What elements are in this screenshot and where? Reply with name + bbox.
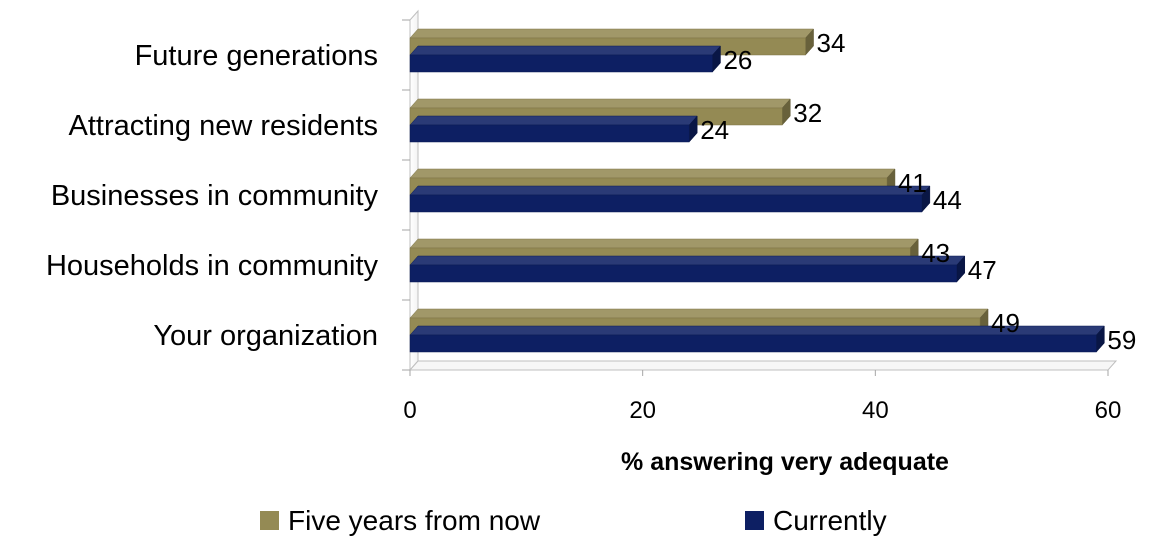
category-label: Businesses in community [51, 180, 379, 212]
legend-label: Five years from now [288, 505, 541, 536]
x-tick-label: 0 [403, 397, 416, 424]
data-label: 59 [1107, 325, 1136, 355]
bar-top-face [409, 238, 919, 249]
bar-top-face [409, 45, 722, 56]
bar-top-face [409, 28, 815, 39]
legend-swatch [260, 511, 279, 530]
data-label: 47 [968, 255, 997, 285]
bar-top-face [409, 255, 966, 266]
x-tick-label: 40 [862, 397, 889, 424]
bar-top-face [409, 98, 791, 109]
category-label: Your organization [153, 320, 378, 352]
data-label: 43 [921, 238, 950, 268]
category-label: Households in community [46, 250, 379, 282]
legend-swatch [745, 511, 764, 530]
bar-top-face [409, 168, 896, 179]
category-label: Attracting new residents [69, 110, 378, 142]
bar-currently [409, 124, 690, 143]
chart-floor [408, 360, 1118, 371]
data-label: 49 [991, 308, 1020, 338]
data-label: 24 [700, 115, 729, 145]
x-tick-label: 20 [629, 397, 656, 424]
x-tick-label: 60 [1095, 397, 1122, 424]
x-axis-title: % answering very adequate [621, 448, 949, 476]
bar-top-face [409, 308, 989, 319]
legend-label: Currently [773, 505, 887, 536]
data-label: 26 [723, 45, 752, 75]
bar-currently [409, 334, 1097, 353]
bar-top-face [409, 115, 698, 126]
category-label: Future generations [135, 40, 378, 72]
data-label: 32 [793, 98, 822, 128]
bar-top-face [409, 185, 931, 196]
bar-currently [409, 54, 713, 73]
data-label: 41 [898, 168, 927, 198]
data-label: 44 [933, 185, 962, 215]
bar-currently [409, 194, 923, 213]
data-label: 34 [817, 28, 846, 58]
bar-currently [409, 264, 958, 283]
